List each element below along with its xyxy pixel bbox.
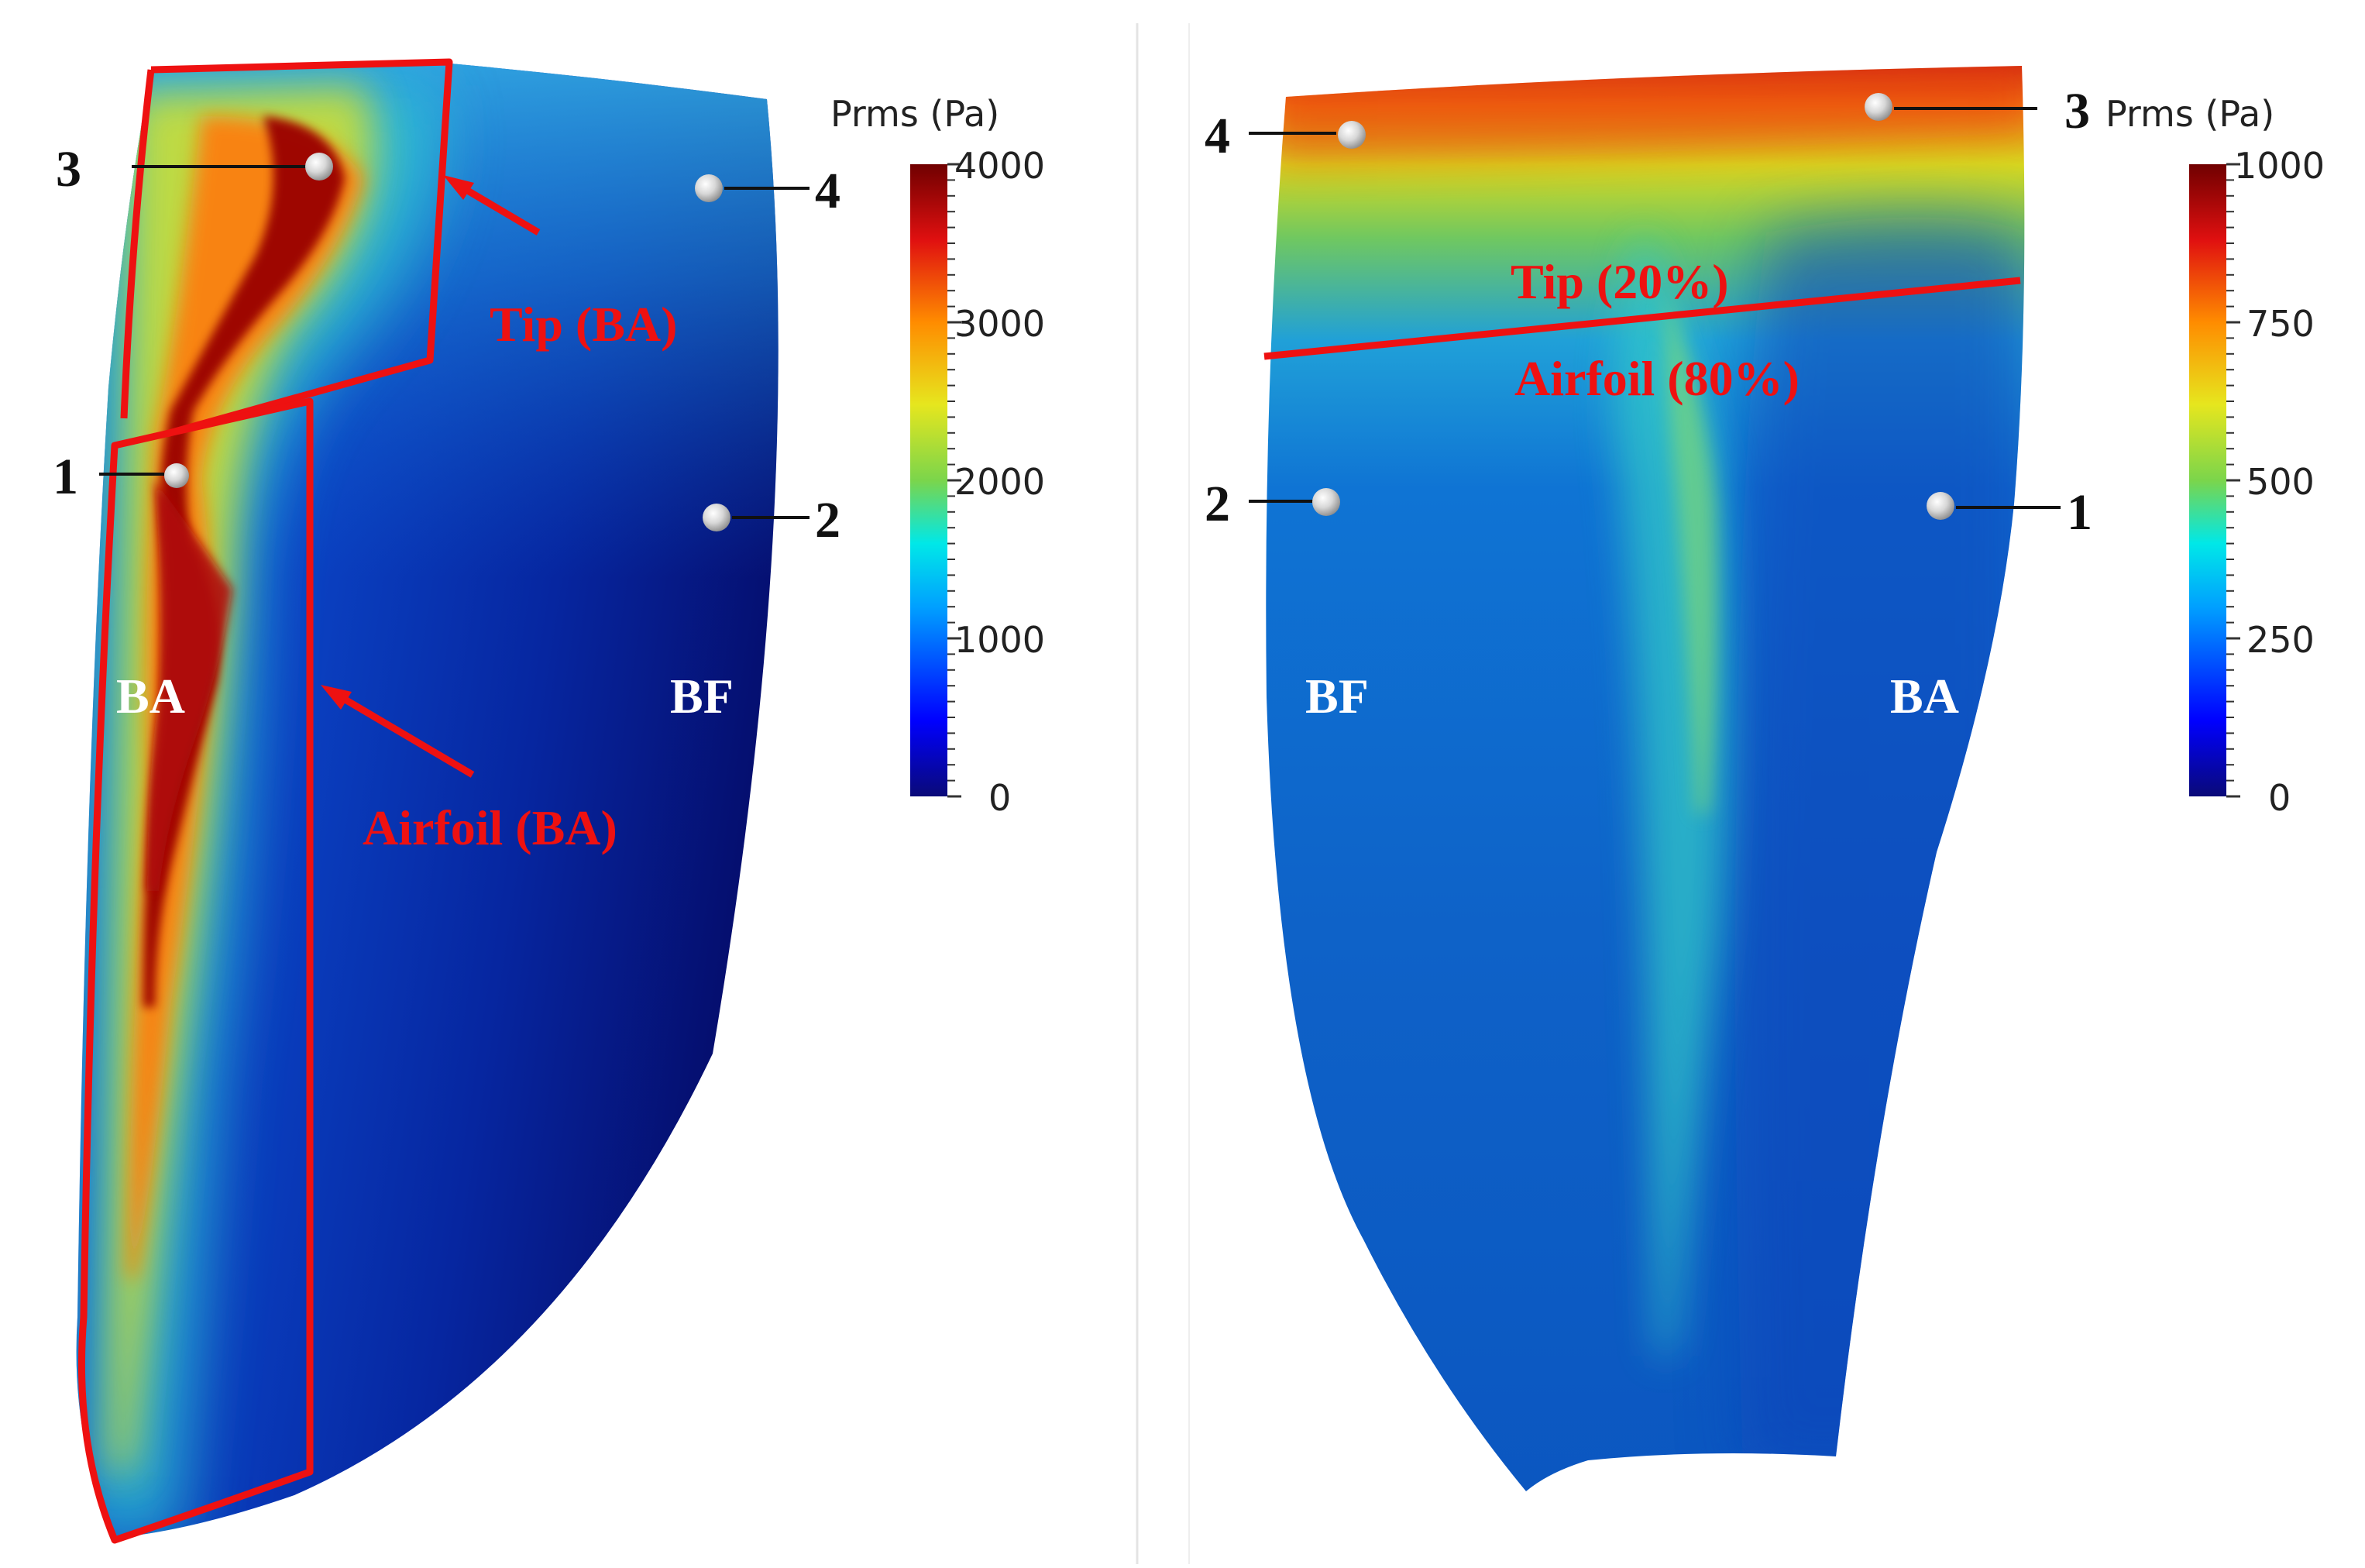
trailing-edge-label: BF	[670, 669, 734, 724]
tip-arrow	[455, 181, 541, 236]
probe-label: 1	[2067, 484, 2092, 541]
probe-label: 3	[56, 141, 81, 198]
probe-4: 4	[695, 163, 840, 219]
airfoil-arrow	[332, 690, 475, 778]
colorbar-tick: 2000	[954, 461, 1045, 503]
airfoil-region-label: Airfoil (80%)	[1514, 351, 1800, 406]
probe-label: 1	[53, 449, 78, 505]
probe-4: 4	[1205, 108, 1366, 164]
tip-region-label: Tip (20%)	[1511, 254, 1729, 309]
colorbar-gradient	[2189, 164, 2226, 796]
tip-airfoil-divider	[1263, 277, 2021, 360]
right-colorbar: Prms (Pa) 1000 750 500 250 0	[2105, 93, 2325, 819]
colorbar-tick: 250	[2246, 619, 2315, 661]
tip-region-outline	[150, 58, 453, 438]
colorbar-tick: 0	[988, 777, 1011, 819]
tip-region-label: Tip (BA)	[490, 297, 677, 352]
right-panel: Tip (20%) Airfoil (80%) BF BA 4 3 2 1 P	[1205, 66, 2325, 1491]
airfoil-region-label: Airfoil (BA)	[363, 800, 617, 855]
left-blade-surface	[76, 62, 779, 1538]
colorbar-tick: 1000	[2234, 145, 2325, 187]
colorbar-tick: 750	[2246, 303, 2315, 345]
colorbar-title: Prms (Pa)	[2105, 93, 2274, 135]
colorbar-title: Prms (Pa)	[830, 93, 999, 135]
colorbar-tick: 1000	[954, 619, 1045, 661]
colorbar-tick: 3000	[954, 303, 1045, 345]
colorbar-gradient	[910, 164, 947, 796]
probe-1: 1	[1927, 484, 2092, 541]
left-colorbar: Prms (Pa) 4000 3000 2000 1000 0	[830, 93, 1045, 819]
probe-1: 1	[53, 449, 189, 505]
probe-label: 3	[2064, 83, 2090, 139]
probe-3: 3	[1865, 83, 2090, 139]
colorbar-tick: 500	[2246, 461, 2315, 503]
probe-label: 4	[815, 163, 840, 219]
leading-edge-label: BA	[1890, 669, 1959, 724]
colorbar-tick: 0	[2268, 777, 2291, 819]
colorbar-tick: 4000	[954, 145, 1045, 187]
leading-edge-label: BA	[116, 669, 185, 724]
probe-2: 2	[1205, 476, 1340, 532]
left-panel: Tip (BA) Airfoil (BA) BA BF 3 4 1 2 Prm	[53, 58, 1045, 1544]
probe-3: 3	[56, 141, 333, 198]
probe-label: 4	[1205, 108, 1230, 164]
airfoil-region-outline	[77, 397, 314, 1544]
probe-2: 2	[703, 492, 840, 548]
trailing-edge-label: BF	[1305, 669, 1369, 724]
probe-label: 2	[1205, 476, 1230, 532]
probe-label: 2	[815, 492, 840, 548]
